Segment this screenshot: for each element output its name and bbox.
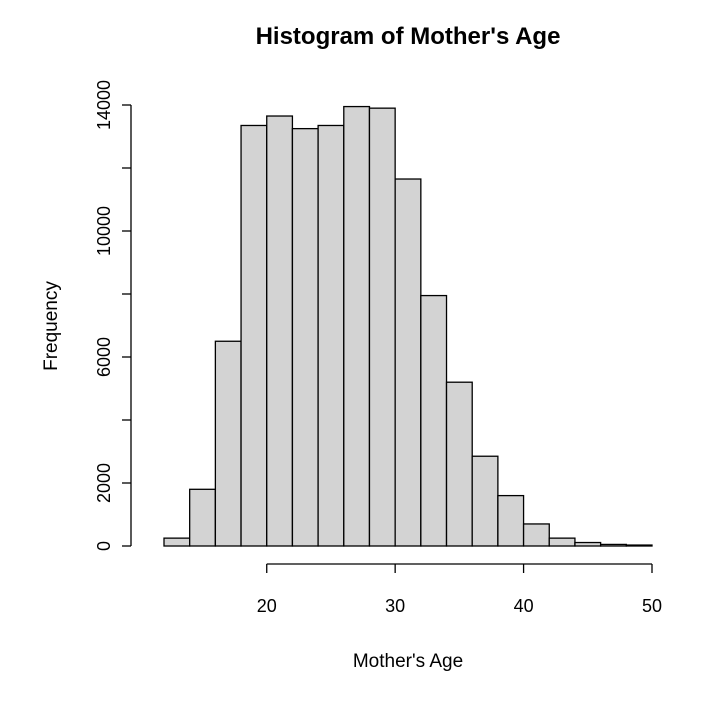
x-tick-label: 40 — [514, 596, 534, 616]
histogram-bar-38-40 — [497, 494, 525, 547]
histogram-bar-22-24 — [291, 127, 319, 547]
histogram-bar-20-22 — [266, 115, 294, 547]
histogram-bar-36-38 — [471, 455, 499, 547]
y-tick-label: 14000 — [94, 80, 114, 130]
histogram-bar-30-32 — [394, 178, 422, 547]
histogram-bar-40-42 — [522, 523, 550, 547]
histogram-bar-24-26 — [317, 124, 345, 547]
histogram-bar-26-28 — [343, 105, 371, 547]
x-tick-label: 20 — [257, 596, 277, 616]
histogram-bar-28-30 — [368, 107, 396, 547]
histogram-bar-18-20 — [240, 124, 268, 547]
histogram-bar-12-14 — [163, 537, 191, 547]
y-tick-label: 10000 — [94, 206, 114, 256]
histogram-bar-32-34 — [420, 294, 448, 547]
histogram-bar-34-36 — [445, 381, 473, 547]
y-tick-label: 6000 — [94, 337, 114, 377]
x-axis-label: Mother's Age — [353, 651, 463, 672]
x-axis: 20 30 40 50 — [257, 563, 662, 616]
histogram-bar-48-50 — [625, 544, 653, 547]
bars-group — [163, 105, 653, 547]
x-tick-label: 50 — [642, 596, 662, 616]
x-tick-label: 30 — [385, 596, 405, 616]
histogram-bar-14-16 — [189, 488, 217, 547]
y-tick-label: 2000 — [94, 463, 114, 503]
histogram-bar-44-46 — [574, 541, 602, 547]
y-axis-label: Frequency — [41, 281, 62, 371]
y-axis: 0 2000 6000 10000 14000 — [94, 80, 132, 551]
histogram-bar-16-18 — [214, 340, 242, 547]
histogram-bar-46-48 — [599, 543, 627, 547]
y-tick-label: 0 — [94, 541, 114, 551]
histogram-bar-42-44 — [548, 537, 576, 547]
chart-title: Histogram of Mother's Age — [256, 23, 561, 50]
